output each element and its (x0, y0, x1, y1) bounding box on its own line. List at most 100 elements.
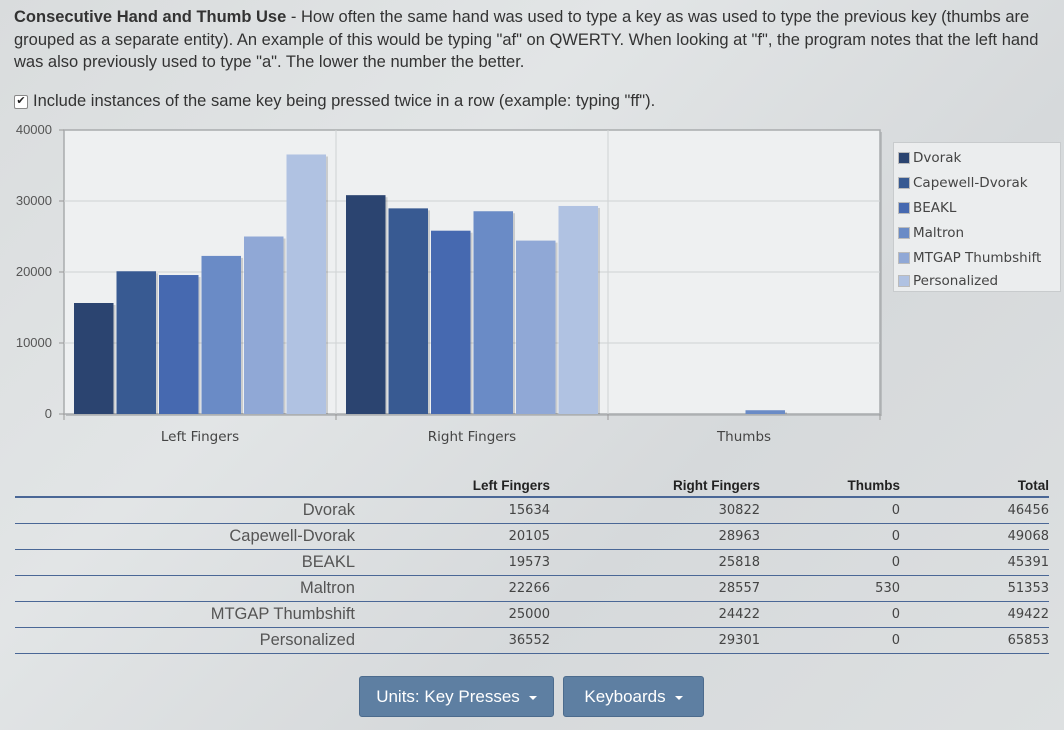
table-row: Dvorak 15634 30822 0 46456 (15, 497, 1049, 524)
table-cell-left-fingers: 36552 (355, 627, 550, 654)
bar-shadow (283, 238, 286, 414)
table-cell-left-fingers: 22266 (355, 575, 550, 602)
legend-swatch (898, 226, 910, 239)
chart-description-text: - How often the same hand was used to ty… (14, 8, 1039, 71)
bar (74, 302, 114, 414)
table-cell-total: 65853 (900, 627, 1049, 654)
table-cell-total: 51353 (900, 575, 1049, 602)
table-cell-right-fingers: 30822 (550, 497, 760, 524)
bar-shadow (470, 232, 473, 414)
table-header-row: Left Fingers Right Fingers Thumbs Total (15, 474, 1049, 498)
table-header-right-fingers: Right Fingers (550, 474, 760, 498)
y-tick-label: 30000 (16, 193, 52, 208)
bar-chart: 0 10000 20000 30000 40000 Left Fingers Right F… (16, 122, 882, 445)
legend-label: MTGAP Thumbshift (913, 249, 1042, 266)
bar-shadow (241, 257, 243, 414)
legend-item[interactable]: MTGAP Thumbshift (894, 245, 1060, 270)
bar-shadow (598, 207, 600, 414)
table-cell-thumbs: 0 (760, 497, 900, 524)
units-dropdown-button[interactable]: Units: Key Presses (359, 676, 554, 717)
bar (201, 255, 241, 414)
bar (286, 154, 326, 414)
bar-shadow (156, 273, 158, 414)
table-cell-total: 46456 (900, 497, 1049, 524)
table-cell-keyboard: Capewell-Dvorak (15, 523, 355, 550)
legend-swatch (898, 251, 910, 264)
legend-item[interactable]: BEAKL (894, 195, 1060, 220)
x-tick-label: Right Fingers (428, 429, 516, 445)
table-header-name (15, 474, 355, 498)
caret-down-icon (674, 695, 683, 700)
repeat-key-option[interactable]: ✔ Include instances of the same key bein… (14, 92, 655, 111)
x-tick-label: Left Fingers (161, 429, 239, 445)
table-cell-right-fingers: 28557 (550, 575, 760, 602)
chart-description: Consecutive Hand and Thumb Use - How oft… (14, 6, 1054, 74)
include-repeats-checkbox[interactable]: ✔ (14, 94, 28, 109)
bar (116, 271, 156, 414)
bar (558, 205, 598, 414)
bar-shadow (785, 412, 787, 414)
table-cell-left-fingers: 25000 (355, 601, 550, 628)
table-cell-right-fingers: 24422 (550, 601, 760, 628)
keyboards-dropdown-button[interactable]: Keyboards (563, 676, 704, 717)
caret-down-icon (528, 695, 537, 700)
legend-swatch (898, 176, 910, 189)
y-tick-label: 40000 (16, 122, 52, 137)
x-tick-label: Thumbs (716, 429, 771, 445)
table-cell-left-fingers: 15634 (355, 497, 550, 524)
table-cell-total: 49422 (900, 601, 1049, 628)
bar-shadow (326, 156, 328, 414)
table-row: Maltron 22266 28557 530 51353 (15, 575, 1049, 602)
bar (346, 195, 386, 414)
chart-legend: Dvorak Capewell-Dvorak BEAKL Maltron MTGAP T… (893, 142, 1061, 292)
table-cell-left-fingers: 20105 (355, 523, 550, 550)
table-cell-thumbs: 0 (760, 523, 900, 550)
legend-item[interactable]: Personalized (894, 270, 1060, 292)
table-cell-keyboard: Personalized (15, 627, 355, 654)
bar-shadow (428, 210, 430, 414)
table-cell-thumbs: 0 (760, 549, 900, 576)
table-row: MTGAP Thumbshift 25000 24422 0 49422 (15, 601, 1049, 628)
table-cell-total: 49068 (900, 523, 1049, 550)
units-button-label: Units: Key Presses (376, 686, 520, 706)
table-cell-keyboard: MTGAP Thumbshift (15, 601, 355, 628)
legend-item[interactable]: Maltron (894, 220, 1060, 245)
bar (473, 211, 513, 414)
table-cell-right-fingers: 29301 (550, 627, 760, 654)
table-cell-keyboard: Dvorak (15, 497, 355, 524)
chart-heading: Consecutive Hand and Thumb Use (14, 8, 287, 26)
legend-label: Personalized (913, 273, 999, 289)
bar (244, 236, 284, 414)
y-tick-label: 0 (45, 406, 52, 421)
table-header-total: Total (900, 474, 1049, 498)
table-cell-thumbs: 530 (760, 575, 900, 602)
table-cell-thumbs: 0 (760, 601, 900, 628)
table-row: Personalized 36552 29301 0 65853 (15, 627, 1049, 654)
table-cell-keyboard: BEAKL (15, 549, 355, 576)
legend-swatch (898, 151, 910, 164)
bar-shadow (513, 213, 515, 414)
bar-shadow (113, 304, 116, 414)
table-row: BEAKL 19573 25818 0 45391 (15, 549, 1049, 576)
table-row: Capewell-Dvorak 20105 28963 0 49068 (15, 523, 1049, 550)
keyboards-button-label: Keyboards (584, 686, 666, 706)
legend-label: BEAKL (913, 199, 957, 216)
table-cell-keyboard: Maltron (15, 575, 355, 602)
stats-table: Left Fingers Right Fingers Thumbs Total … (15, 474, 1049, 654)
legend-item[interactable]: Dvorak (894, 145, 1060, 170)
legend-label: Maltron (913, 224, 965, 241)
bar (159, 275, 199, 414)
y-tick-label: 10000 (16, 335, 52, 350)
table-header-thumbs: Thumbs (760, 474, 900, 498)
bar (431, 230, 471, 414)
table-cell-thumbs: 0 (760, 627, 900, 654)
table-cell-right-fingers: 28963 (550, 523, 760, 550)
legend-label: Dvorak (913, 149, 962, 166)
legend-item[interactable]: Capewell-Dvorak (894, 170, 1060, 195)
legend-swatch (898, 201, 910, 214)
legend-swatch (898, 275, 910, 287)
bar (745, 410, 785, 414)
legend-label: Capewell-Dvorak (913, 174, 1028, 191)
y-tick-label: 20000 (16, 264, 52, 279)
table-cell-total: 45391 (900, 549, 1049, 576)
